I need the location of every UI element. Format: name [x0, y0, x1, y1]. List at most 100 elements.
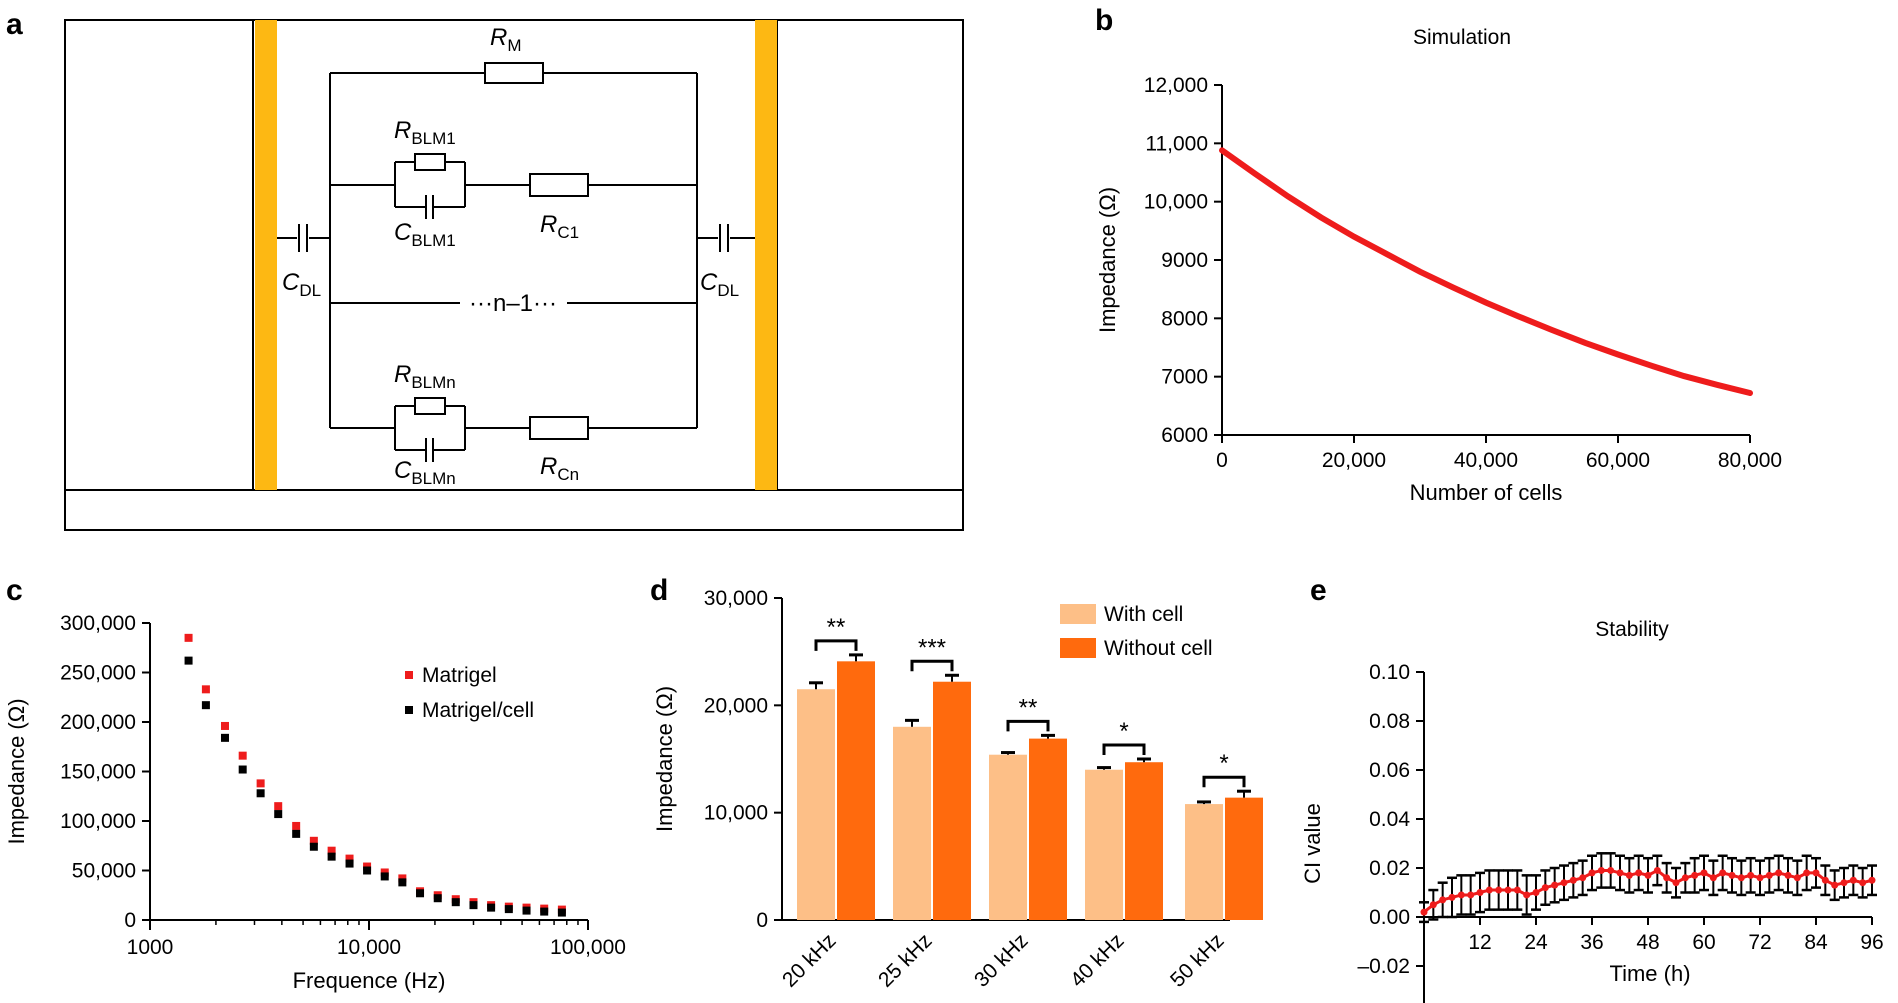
- rc1-label: RC1: [540, 211, 579, 242]
- ci-point: [1709, 874, 1717, 882]
- data-point-matrigel-cell: [469, 901, 478, 910]
- category-label: 40 kHz: [1066, 929, 1128, 991]
- data-point-matrigel-cell: [238, 765, 247, 774]
- y-tick-label: 50,000: [72, 860, 136, 883]
- y-tick-label: 0.10: [1369, 661, 1410, 684]
- cdl-left-label: CDL: [282, 269, 321, 300]
- significance-stars: **: [1019, 694, 1038, 721]
- ci-point: [1849, 876, 1857, 884]
- panel-e: e Stability–0.04–0.020.000.020.040.060.0…: [1300, 574, 1884, 1003]
- ci-point: [1569, 876, 1577, 884]
- y-tick-label: 12,000: [1144, 74, 1208, 97]
- ci-point: [1495, 886, 1503, 894]
- x-tick-label: 100,000: [550, 936, 626, 959]
- y-tick-label: 6000: [1161, 424, 1208, 447]
- y-tick-label: 0: [756, 909, 768, 932]
- ci-point: [1532, 889, 1540, 896]
- x-tick-label: 72: [1748, 931, 1771, 954]
- data-point-matrigel-cell: [487, 903, 496, 912]
- y-axis-title: Impedance (Ω): [652, 686, 677, 832]
- x-tick-label: 12: [1468, 931, 1491, 954]
- data-point-matrigel: [238, 751, 247, 760]
- data-point-matrigel-cell: [274, 810, 283, 819]
- ci-point: [1560, 879, 1568, 887]
- ci-point: [1691, 871, 1699, 879]
- cdl-right-label: CDL: [700, 269, 739, 300]
- y-tick-label: 300,000: [60, 612, 136, 635]
- data-point-matrigel-cell: [540, 907, 549, 916]
- ci-point: [1793, 874, 1801, 882]
- data-point-matrigel-cell: [380, 872, 389, 881]
- chart-title: Simulation: [1413, 26, 1511, 49]
- significance-bracket: [1202, 775, 1246, 788]
- rblmn-resistor: [414, 397, 446, 415]
- data-point-matrigel: [201, 685, 210, 694]
- legend-label: With cell: [1104, 603, 1183, 626]
- chamber-outline: [64, 19, 964, 531]
- data-point-matrigel: [274, 802, 283, 811]
- ci-point: [1597, 866, 1605, 874]
- data-point-matrigel-cell: [398, 878, 407, 887]
- x-tick-label: 80,000: [1718, 449, 1782, 472]
- ci-point: [1859, 879, 1867, 887]
- x-tick-label: 60,000: [1586, 449, 1650, 472]
- ci-point: [1635, 869, 1643, 877]
- ci-point: [1467, 891, 1475, 899]
- bar-without-cell: [1225, 797, 1263, 920]
- ci-point: [1672, 879, 1680, 887]
- ci-point: [1420, 908, 1428, 916]
- category-label: 30 kHz: [970, 929, 1032, 991]
- y-tick-label: 20,000: [704, 694, 768, 717]
- y-axis-title: Impedance (Ω): [4, 698, 29, 844]
- data-point-matrigel: [184, 633, 193, 642]
- ci-point: [1840, 879, 1848, 887]
- legend-swatch: [1060, 604, 1096, 624]
- panel-letter-c: c: [6, 574, 23, 607]
- category-label: 20 kHz: [778, 929, 840, 991]
- legend-swatch: [1060, 638, 1096, 658]
- y-tick-label: 0.06: [1369, 759, 1410, 782]
- x-axis-title: Time (h): [1609, 961, 1690, 986]
- bar-without-cell: [1125, 762, 1163, 920]
- data-point-matrigel-cell: [345, 859, 354, 868]
- y-tick-label: 0.02: [1369, 857, 1410, 880]
- data-point-matrigel-cell: [327, 852, 336, 861]
- y-tick-label: 200,000: [60, 711, 136, 734]
- panel-letter-d: d: [650, 574, 668, 607]
- significance-bracket: [1006, 719, 1050, 732]
- ci-point: [1681, 874, 1689, 882]
- ci-point: [1821, 876, 1829, 884]
- bar-with-cell: [1085, 769, 1123, 920]
- bar-with-cell: [989, 754, 1027, 920]
- rm-label: RM: [490, 24, 522, 55]
- y-axis-title: Impedance (Ω): [1095, 187, 1120, 333]
- bar-with-cell: [1185, 804, 1223, 920]
- y-tick-label: 0.04: [1369, 808, 1410, 831]
- bar-without-cell: [1029, 738, 1067, 920]
- ci-point: [1513, 886, 1521, 894]
- y-tick-label: 30,000: [704, 587, 768, 610]
- left-electrode: [255, 20, 277, 490]
- ci-point: [1476, 889, 1484, 896]
- data-point-matrigel: [220, 721, 229, 730]
- y-tick-label: 11,000: [1145, 132, 1208, 155]
- data-point-matrigel: [256, 779, 265, 788]
- ci-point: [1579, 874, 1587, 882]
- x-tick-label: 10,000: [337, 936, 401, 959]
- branch-count-label: ···n–1···: [469, 290, 557, 317]
- ci-point: [1625, 871, 1633, 879]
- data-point-matrigel-cell: [309, 842, 318, 851]
- legend-label: Matrigel: [422, 664, 497, 687]
- ci-point: [1439, 896, 1447, 904]
- simulation-line: [1219, 147, 1753, 396]
- significance-bracket: [814, 639, 858, 651]
- y-tick-label: 0: [124, 909, 136, 932]
- ci-point: [1737, 874, 1745, 882]
- ci-point: [1588, 869, 1596, 877]
- ci-point: [1868, 876, 1876, 884]
- ci-point: [1448, 893, 1456, 901]
- cblmn-label: CBLMn: [394, 457, 456, 488]
- ci-point: [1784, 871, 1792, 879]
- ci-point: [1607, 866, 1615, 874]
